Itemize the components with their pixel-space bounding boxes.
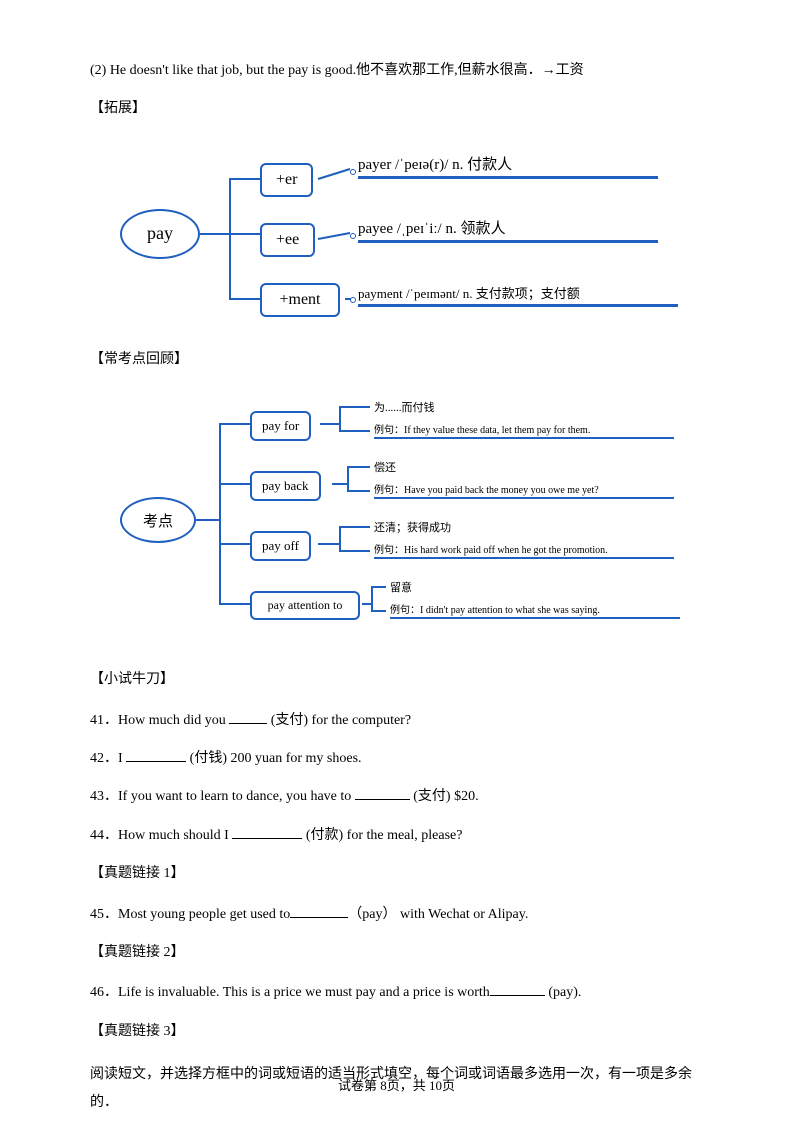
blank-43[interactable] [355, 786, 410, 800]
blank-44[interactable] [232, 825, 302, 839]
section-review: 【常考点回顾】 [90, 349, 703, 371]
question-42: 42．I (付钱) 200 yuan for my shoes. [90, 748, 703, 770]
phrase-pay-back: pay back [250, 471, 321, 501]
question-41: 41．How much did you (支付) for the compute… [90, 710, 703, 732]
suffix-ment: +ment [260, 283, 340, 317]
diagram-kaodian: 考点 pay for 为......而付钱 例句：If they value t… [90, 389, 703, 649]
page-footer: 试卷第 8页，共 10页 [0, 1075, 793, 1094]
phrase-pay-off: pay off [250, 531, 311, 561]
question-46: 46．Life is invaluable. This is a price w… [90, 982, 703, 1004]
label-pay-off: 还清；获得成功 [374, 519, 451, 535]
label-pay-attention: 留意 [390, 579, 412, 595]
ex-pay-for: 例句：If they value these data, let them pa… [374, 421, 674, 439]
blank-45[interactable] [290, 904, 348, 918]
label-pay-for: 为......而付钱 [374, 399, 435, 415]
ex-pay-attention: 例句：I didn't pay attention to what she wa… [390, 601, 680, 619]
question-45: 45．Most young people get used to（pay） wi… [90, 904, 703, 926]
diagram-pay-suffixes: pay +er +ee +ment payer /ˈpeɪə(r)/ n. 付款… [90, 139, 703, 329]
section-link2: 【真题链接 2】 [90, 942, 703, 964]
suffix-ee: +ee [260, 223, 315, 257]
phrase-pay-attention: pay attention to [250, 591, 360, 620]
root-node-pay: pay [120, 209, 200, 259]
label-pay-back: 偿还 [374, 459, 396, 475]
root-node-kaodian: 考点 [120, 497, 196, 543]
def-payer: payer /ˈpeɪə(r)/ n. 付款人 [358, 153, 658, 179]
suffix-er: +er [260, 163, 313, 197]
section-link3: 【真题链接 3】 [90, 1021, 703, 1043]
ex-pay-off: 例句：His hard work paid off when he got th… [374, 541, 674, 559]
example-sentence: (2) He doesn't like that job, but the pa… [90, 60, 703, 82]
blank-42[interactable] [126, 748, 186, 762]
ex-pay-back: 例句：Have you paid back the money you owe … [374, 481, 674, 499]
def-payee: payee /ˌpeɪˈiː/ n. 领款人 [358, 217, 658, 243]
section-practice: 【小试牛刀】 [90, 669, 703, 691]
question-44: 44．How much should I (付款) for the meal, … [90, 825, 703, 847]
blank-41[interactable] [229, 710, 267, 724]
phrase-pay-for: pay for [250, 411, 311, 441]
section-tuozhan: 【拓展】 [90, 98, 703, 120]
def-payment: payment /ˈpeɪmənt/ n. 支付款项；支付额 [358, 283, 678, 307]
blank-46[interactable] [490, 982, 545, 996]
question-43: 43．If you want to learn to dance, you ha… [90, 786, 703, 808]
section-link1: 【真题链接 1】 [90, 863, 703, 885]
